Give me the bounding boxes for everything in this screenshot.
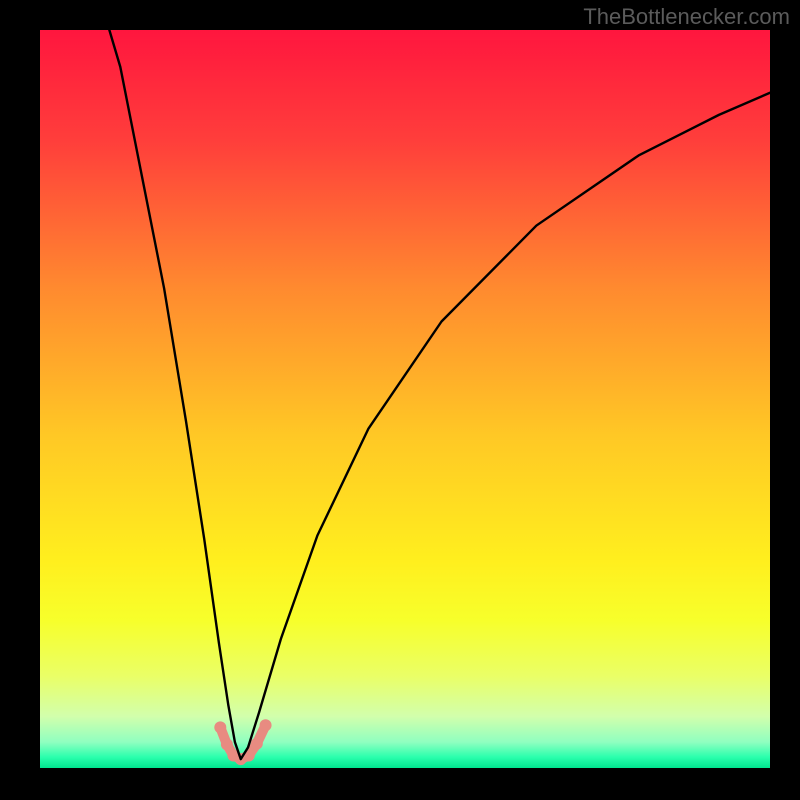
bottleneck-chart [0,0,800,800]
optimal-band-marker [251,738,263,750]
plot-background [40,30,770,768]
watermark-text: TheBottlenecker.com [583,4,790,30]
optimal-band-marker [214,721,226,733]
optimal-band-marker [221,738,233,750]
optimal-band-marker [260,719,272,731]
